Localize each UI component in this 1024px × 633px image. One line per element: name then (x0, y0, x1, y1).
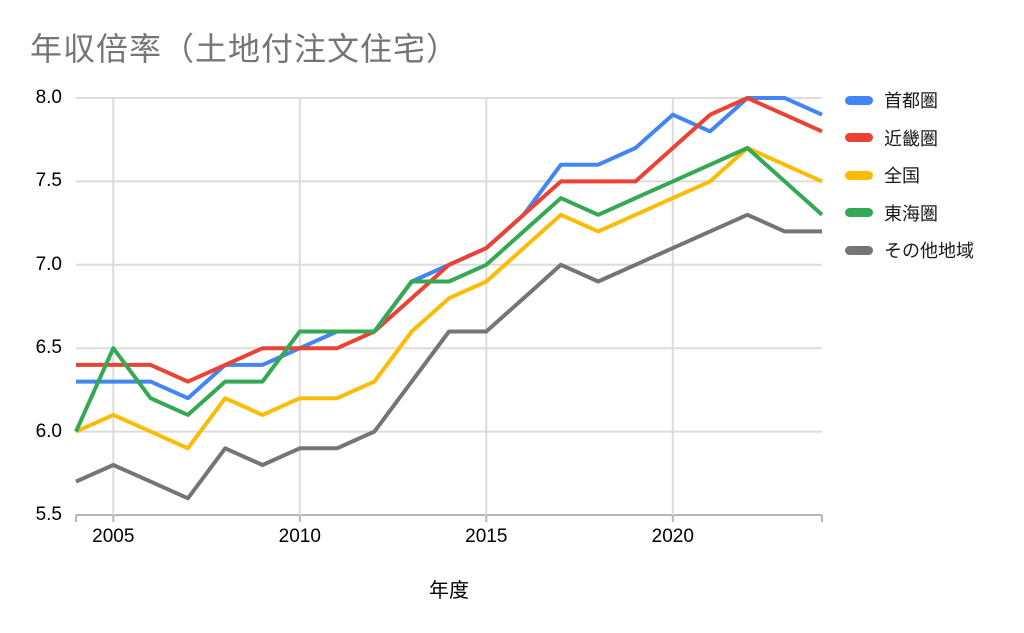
legend-label: その他地域 (884, 241, 974, 261)
chart-title: 年収倍率（土地付注文住宅） (30, 31, 460, 67)
legend-label: 首都圏 (884, 91, 938, 111)
x-axis-title: 年度 (429, 580, 469, 602)
y-tick-label: 7.0 (35, 253, 62, 275)
legend-item: その他地域 (845, 238, 974, 262)
legend-item: 東海圏 (845, 201, 938, 225)
y-tick-label: 7.5 (35, 170, 62, 192)
series-line-首都圏[interactable] (76, 96, 823, 401)
x-tick-label: 2015 (465, 526, 508, 547)
x-tick-label: 2005 (92, 526, 135, 547)
x-tick-label: 2020 (651, 526, 694, 547)
legend-item: 首都圏 (845, 88, 938, 112)
series-line-近畿圏[interactable] (76, 96, 823, 384)
legend-item: 全国 (845, 163, 920, 187)
legend-label: 全国 (884, 166, 920, 186)
legend-item: 近畿圏 (845, 126, 938, 150)
series-line-全国[interactable] (75, 146, 823, 451)
y-tick-label: 6.0 (35, 420, 62, 442)
legend-swatch-icon (845, 170, 873, 180)
legend-swatch-icon (845, 133, 873, 142)
legend-swatch-icon (845, 245, 873, 255)
legend-swatch-icon (845, 95, 873, 105)
y-tick-label: 5.5 (35, 504, 62, 525)
legend-label: 近畿圏 (884, 128, 938, 149)
legend-label: 東海圏 (884, 203, 938, 224)
y-tick-label: 6.5 (35, 337, 62, 359)
x-tick-label: 2010 (278, 526, 321, 547)
legend-swatch-icon (845, 208, 873, 217)
series-line-その他地域[interactable] (75, 212, 822, 501)
series-line-東海圏[interactable] (74, 146, 824, 433)
y-tick-label: 8.0 (35, 87, 62, 108)
